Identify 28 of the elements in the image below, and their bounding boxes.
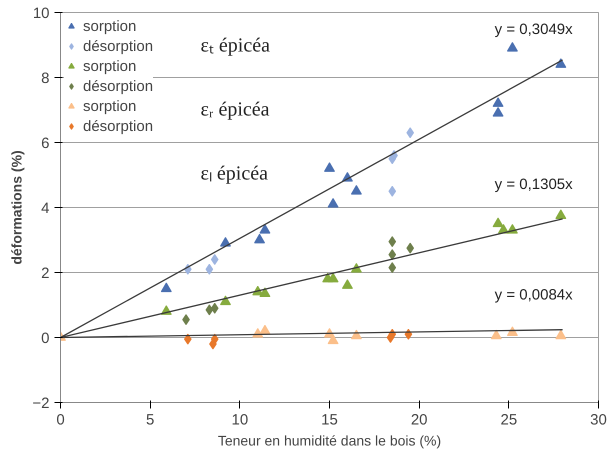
- annotation: εₜ épicéa: [200, 34, 270, 56]
- legend-label: sorption: [83, 58, 136, 74]
- x-axis-title: Teneur en humidité dans le bois (%): [218, 432, 442, 448]
- x-tick-label: 20: [410, 412, 428, 428]
- y-tick-label: 10: [32, 5, 50, 22]
- y-tick-label: 6: [41, 135, 50, 152]
- y-tick-label: 4: [41, 200, 50, 217]
- x-tick-label: 30: [590, 412, 607, 428]
- x-tick-label: 15: [321, 412, 338, 428]
- legend-label: désorption: [83, 38, 154, 54]
- x-tick-label: 0: [56, 412, 65, 428]
- legend-label: sorption: [83, 18, 136, 34]
- y-tick-label: −2: [32, 395, 50, 412]
- legend-label: désorption: [83, 118, 154, 134]
- y-axis-title: déformations (%): [8, 150, 24, 265]
- y-tick-label: 8: [41, 70, 50, 87]
- x-tick-label: 5: [146, 412, 154, 428]
- annotation: εₗ épicéa: [200, 162, 268, 184]
- legend-label: désorption: [83, 78, 154, 94]
- annotation: εᵣ épicéa: [200, 98, 270, 120]
- annotation: y = 0,0084x: [494, 286, 574, 304]
- annotation: y = 0,3049x: [494, 20, 574, 38]
- y-tick-label: 2: [41, 265, 50, 282]
- annotation: y = 0,1305x: [494, 176, 574, 193]
- x-tick-label: 25: [500, 412, 518, 428]
- x-tick-label: 10: [231, 412, 248, 428]
- y-tick-label: 0: [41, 330, 50, 347]
- legend-label: sorption: [83, 98, 136, 114]
